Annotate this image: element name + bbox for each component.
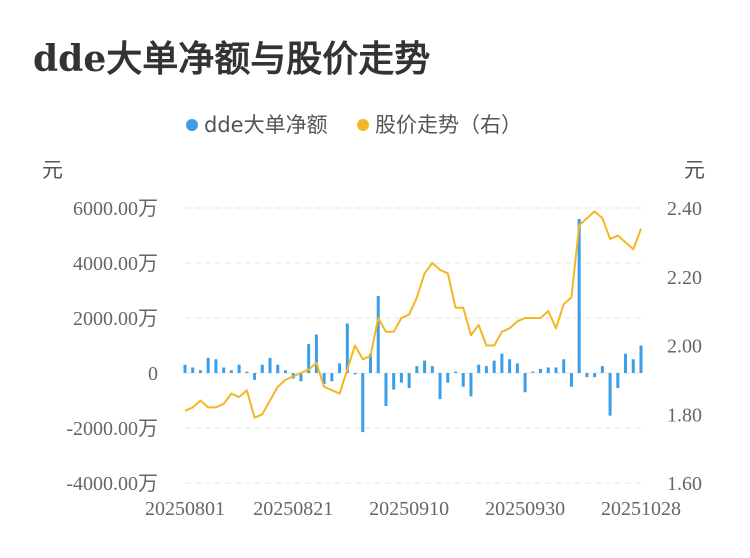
x-tick-label: 20251028	[601, 498, 681, 520]
dde-bar	[554, 367, 558, 373]
dde-bar	[376, 296, 380, 373]
dde-bar	[430, 366, 434, 373]
legend-label-dde: dde大单净额	[204, 113, 328, 137]
dde-bar	[562, 359, 566, 373]
dde-bar	[384, 373, 388, 406]
dde-bar	[639, 345, 643, 373]
left-tick-label: 2000.00万	[73, 308, 158, 330]
dde-bar	[198, 370, 202, 373]
legend: dde大单净额 股价走势（右）	[186, 113, 522, 137]
dde-bar	[214, 359, 218, 373]
legend-label-price: 股价走势（右）	[375, 113, 522, 137]
dde-bar	[616, 373, 620, 389]
dde-bar	[322, 373, 326, 384]
dde-bar	[484, 366, 488, 373]
price-line	[184, 210, 642, 419]
left-axis-unit: 元	[42, 158, 63, 182]
x-axis-ticks: 20250801 20250821 20250910 20250930 20251028	[145, 498, 681, 520]
dde-bar	[577, 219, 581, 373]
dde-bar	[446, 373, 450, 383]
right-axis-ticks: 2.40 2.20 2.00 1.80 1.60	[667, 198, 702, 495]
right-tick-label: 1.80	[667, 404, 702, 426]
left-axis-ticks: 6000.00万 4000.00万 2000.00万 0 -2000.00万 -4000.…	[66, 198, 158, 495]
legend-marker-price	[357, 119, 369, 131]
dde-bar	[569, 373, 573, 387]
dde-bar	[260, 364, 264, 373]
dde-bar	[299, 373, 303, 382]
dde-bar	[608, 373, 612, 416]
right-tick-label: 2.20	[667, 267, 702, 289]
dde-bar	[399, 373, 403, 383]
x-tick-label: 20250930	[485, 498, 565, 520]
dde-bar	[253, 373, 257, 380]
dde-bar	[361, 373, 365, 433]
left-tick-label: 6000.00万	[73, 198, 158, 220]
dde-bar	[237, 364, 241, 373]
right-axis-unit: 元	[684, 158, 705, 182]
legend-marker-dde	[186, 119, 198, 131]
dde-bar	[338, 363, 342, 373]
dde-bar	[438, 373, 442, 400]
dde-bar	[268, 357, 272, 373]
dde-bar	[283, 370, 287, 373]
left-tick-label: -2000.00万	[66, 418, 158, 440]
dde-bar	[245, 371, 249, 373]
dde-bar	[531, 371, 535, 373]
dde-bar	[461, 373, 465, 387]
x-tick-label: 20250801	[145, 498, 225, 520]
right-tick-label: 2.40	[667, 198, 702, 220]
dde-bar	[222, 367, 226, 373]
dde-bar	[593, 373, 597, 378]
dde-bar	[631, 359, 635, 373]
dde-bar	[624, 353, 628, 373]
right-tick-label: 1.60	[667, 473, 702, 495]
price-line-path	[184, 210, 642, 419]
dde-bars	[183, 219, 643, 433]
dde-bar	[314, 334, 318, 373]
dde-bar	[330, 373, 334, 382]
x-tick-label: 20250821	[253, 498, 333, 520]
chart-title: dde大单净额与股价走势	[33, 38, 431, 80]
x-tick-label: 20250910	[369, 498, 449, 520]
dde-bar	[206, 357, 210, 373]
dde-bar	[600, 366, 604, 373]
dde-bar	[523, 373, 527, 393]
dde-bar	[423, 360, 427, 373]
dde-bar	[585, 373, 589, 378]
dde-bar	[492, 360, 496, 373]
dde-bar	[407, 373, 411, 389]
dde-bar	[368, 353, 372, 373]
left-tick-label: -4000.00万	[66, 473, 158, 495]
dde-bar	[539, 368, 543, 373]
dde-bar	[477, 364, 481, 373]
dde-bar	[229, 370, 233, 373]
dde-bar	[353, 373, 357, 375]
gridlines	[185, 207, 641, 484]
dde-bar	[276, 364, 280, 373]
dde-bar	[515, 363, 519, 373]
dde-bar	[392, 373, 396, 390]
dde-bar	[469, 373, 473, 397]
right-tick-label: 2.00	[667, 336, 702, 358]
dde-bar	[307, 344, 311, 373]
dde-bar	[500, 353, 504, 373]
left-tick-label: 4000.00万	[73, 253, 158, 275]
dde-bar	[546, 367, 550, 373]
dde-bar	[415, 366, 419, 373]
left-tick-label: 0	[148, 363, 158, 385]
dde-bar	[345, 323, 349, 373]
dde-bar	[191, 367, 195, 373]
dde-bar	[183, 364, 187, 373]
dde-bar	[454, 371, 458, 373]
dde-bar	[508, 359, 512, 373]
